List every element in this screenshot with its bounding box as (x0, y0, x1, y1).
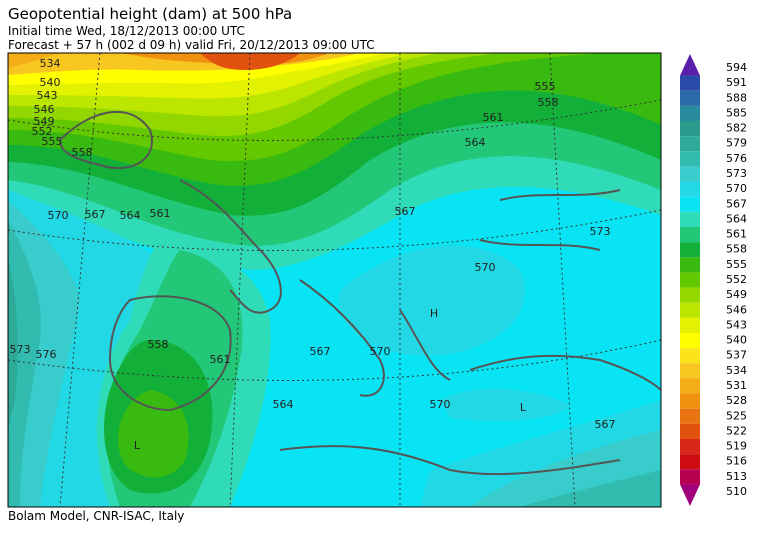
colorbar-cell (680, 302, 700, 318)
colorbar-cell (680, 348, 700, 364)
contour-label: 546 (34, 103, 55, 116)
contour-label: 549 (34, 115, 55, 128)
colorbar-cell (680, 227, 700, 243)
contour-label: 564 (120, 209, 141, 222)
contour-label: 567 (310, 345, 331, 358)
colorbar-label: 591 (726, 76, 747, 89)
colorbar-cell (680, 211, 700, 227)
colorbar-label: 582 (726, 122, 747, 135)
colorbar-label: 567 (726, 197, 747, 210)
contour-label: 558 (148, 338, 169, 351)
colorbar-label: 561 (726, 228, 747, 241)
colorbar-cell (680, 90, 700, 106)
contour-label: 564 (273, 398, 294, 411)
contour-label: 540 (40, 76, 61, 89)
contour-label: H (430, 307, 438, 320)
contour-label: 570 (48, 209, 69, 222)
colorbar-arrow (680, 484, 700, 506)
contour-label: 555 (42, 135, 63, 148)
contour-label: 573 (590, 225, 611, 238)
contour-label: 567 (395, 205, 416, 218)
colorbar-cell (680, 333, 700, 349)
colorbar-cell (680, 439, 700, 455)
colorbar-label: 552 (726, 273, 747, 286)
colorbar-label: 522 (726, 424, 747, 437)
title: Geopotential height (dam) at 500 hPa (8, 5, 292, 23)
colorbar-cell (680, 196, 700, 212)
contour-label: 552 (32, 125, 53, 138)
contour-label: 564 (465, 136, 486, 149)
colorbar-label: 540 (726, 334, 747, 347)
contour-label: 558 (72, 146, 93, 159)
colorbar-label: 564 (726, 212, 747, 225)
contour-label: 561 (150, 207, 171, 220)
contour-label: 534 (40, 57, 61, 70)
contour-label: L (134, 439, 141, 452)
map-frame (7, 52, 662, 508)
colorbar-label: 510 (726, 485, 747, 498)
colorbar-cell (680, 408, 700, 424)
colorbar-cell (680, 317, 700, 333)
contour-label: 567 (85, 208, 106, 221)
colorbar-cell (680, 166, 700, 182)
contour-label: 567 (595, 418, 616, 431)
colorbar-label: 570 (726, 182, 747, 195)
contour-label: 561 (483, 111, 504, 124)
colorbar-label: 588 (726, 91, 747, 104)
footer: Bolam Model, CNR-ISAC, Italy (8, 509, 184, 523)
colorbar-label: 549 (726, 288, 747, 301)
contour-label: 570 (475, 261, 496, 274)
colorbar-cell (680, 272, 700, 288)
colorbar-label: 534 (726, 364, 747, 377)
colorbar-cell (680, 378, 700, 394)
colorbar-label: 516 (726, 455, 747, 468)
contour-label: 555 (535, 80, 556, 93)
contour-label: 570 (430, 398, 451, 411)
initial-time: Initial time Wed, 18/12/2013 00:00 UTC (8, 24, 245, 38)
colorbar-label: 543 (726, 318, 747, 331)
colorbar-label: 558 (726, 243, 747, 256)
colorbar-label: 513 (726, 470, 747, 483)
colorbar-cell (680, 151, 700, 167)
colorbar-label: 576 (726, 152, 747, 165)
colorbar-cell (680, 469, 700, 485)
contour-label: 543 (37, 89, 58, 102)
colorbar-cell (680, 257, 700, 273)
colorbar-label: 594 (726, 61, 747, 74)
colorbar-label: 519 (726, 440, 747, 453)
colorbar-cell (680, 363, 700, 379)
colorbar-arrow (680, 54, 700, 76)
colorbar-cell (680, 75, 700, 91)
colorbar-label: 525 (726, 409, 747, 422)
colorbar-label: 573 (726, 167, 747, 180)
colorbar-label: 579 (726, 137, 747, 150)
contour-label: 558 (538, 96, 559, 109)
colorbar-cell (680, 181, 700, 197)
colorbar: 594 591 588 585 582 579 576 573 570 567 564 561 558 5… (680, 54, 747, 506)
colorbar-label: 537 (726, 349, 747, 362)
colorbar-label: 528 (726, 394, 747, 407)
map (8, 53, 661, 507)
forecast-time: Forecast + 57 h (002 d 09 h) valid Fri, … (8, 38, 375, 52)
colorbar-cell (680, 121, 700, 137)
colorbar-label: 531 (726, 379, 747, 392)
colorbar-label: 546 (726, 303, 747, 316)
colorbar-cell (680, 393, 700, 409)
contour-label: 561 (210, 353, 231, 366)
colorbar-cell (680, 287, 700, 303)
colorbar-cell (680, 242, 700, 258)
colorbar-label: 585 (726, 106, 747, 119)
colorbar-cell (680, 423, 700, 439)
contour-label: L (520, 401, 527, 414)
colorbar-cell (680, 105, 700, 121)
contour-label: 576 (36, 348, 57, 361)
colorbar-label: 555 (726, 258, 747, 271)
contour-label: 570 (370, 345, 391, 358)
colorbar-cell (680, 136, 700, 152)
colorbar-cell (680, 454, 700, 470)
contour-label: 573 (10, 343, 31, 356)
